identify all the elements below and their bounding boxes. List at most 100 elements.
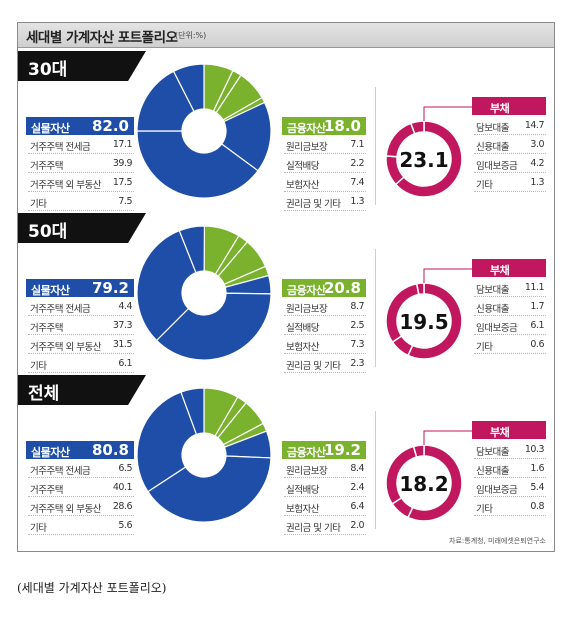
- financial-asset-row: 원리금보장 8.4: [284, 462, 366, 478]
- debt-item-label: 담보대출: [476, 123, 509, 134]
- financial-assets-total: 18.0: [323, 117, 361, 135]
- real-assets-label: 실물자산: [31, 446, 70, 459]
- real-asset-item-value: 17.1: [112, 139, 133, 150]
- real-asset-item-value: 17.5: [112, 177, 133, 188]
- debt-label: 부채: [490, 426, 510, 439]
- real-asset-row: 거주주택 전세금 4.4: [28, 300, 134, 316]
- debt-item-value: 10.3: [524, 444, 545, 455]
- financial-asset-item-label: 보험자산: [286, 180, 319, 191]
- financial-asset-item-value: 2.3: [350, 358, 364, 369]
- real-asset-item-label: 기타: [30, 199, 47, 210]
- financial-asset-row: 원리금보장 8.7: [284, 300, 366, 316]
- financial-asset-item-value: 2.4: [350, 482, 364, 493]
- donut-hole: [182, 271, 226, 315]
- debt-box: 부채: [472, 97, 546, 115]
- financial-assets-box: 금융자산 19.2: [282, 441, 366, 459]
- real-asset-item-value: 28.6: [112, 501, 133, 512]
- real-asset-item-value: 6.1: [118, 358, 132, 369]
- financial-asset-item-label: 보험자산: [286, 342, 319, 353]
- financial-asset-item-value: 1.3: [350, 196, 364, 207]
- financial-asset-row: 실적배당 2.4: [284, 481, 366, 497]
- financial-asset-row: 실적배당 2.5: [284, 319, 366, 335]
- financial-asset-row: 권리금 및 기타 2.3: [284, 357, 366, 373]
- real-asset-row: 거주주택 전세금 6.5: [28, 462, 134, 478]
- financial-asset-row: 보험자산 6.4: [284, 500, 366, 516]
- figure-caption: (세대별 가계자산 포트폴리오): [17, 581, 167, 595]
- column-divider: [375, 249, 376, 367]
- debt-item-label: 임대보증금: [476, 323, 518, 334]
- financial-asset-row: 보험자산 7.3: [284, 338, 366, 354]
- real-asset-row: 거주주택 외 부동산 31.5: [28, 338, 134, 354]
- financial-asset-item-value: 8.4: [350, 463, 364, 474]
- financial-asset-item-value: 2.0: [350, 520, 364, 531]
- debt-row: 임대보증금 5.4: [474, 481, 546, 497]
- real-asset-item-label: 거주주택: [30, 323, 63, 334]
- real-assets-label: 실물자산: [31, 284, 70, 297]
- column-divider: [375, 411, 376, 529]
- real-assets-total: 80.8: [91, 441, 129, 459]
- financial-asset-item-label: 권리금 및 기타: [286, 361, 341, 372]
- real-asset-item-label: 거주주택 외 부동산: [30, 504, 101, 515]
- real-asset-item-label: 거주주택 전세금: [30, 142, 91, 153]
- column-divider: [375, 87, 376, 205]
- real-asset-item-label: 거주주택: [30, 161, 63, 172]
- financial-asset-item-label: 원리금보장: [286, 142, 328, 153]
- debt-row: 기타 0.8: [474, 500, 546, 516]
- donut-hole: [182, 433, 226, 477]
- real-asset-row: 거주주택 외 부동산 17.5: [28, 176, 134, 192]
- debt-label: 부채: [490, 264, 510, 277]
- financial-asset-item-value: 6.4: [350, 501, 364, 512]
- real-asset-row: 거주주택 39.9: [28, 157, 134, 173]
- real-asset-item-value: 4.4: [118, 301, 132, 312]
- asset-donut-chart: [136, 387, 272, 523]
- financial-asset-item-label: 보험자산: [286, 504, 319, 515]
- debt-item-label: 담보대출: [476, 285, 509, 296]
- real-asset-item-label: 거주주택: [30, 485, 63, 496]
- real-assets-label: 실물자산: [31, 122, 70, 135]
- financial-assets-label: 금융자산: [287, 284, 326, 297]
- debt-total-label: 23.1: [399, 148, 448, 172]
- title-bar: 세대별 가계자산 포트폴리오 (단위:%): [18, 23, 554, 48]
- financial-asset-row: 권리금 및 기타 2.0: [284, 519, 366, 535]
- financial-assets-label: 금융자산: [287, 446, 326, 459]
- real-asset-item-label: 기타: [30, 361, 47, 372]
- real-asset-row: 기타 5.6: [28, 519, 134, 535]
- financial-asset-item-label: 실적배당: [286, 161, 319, 172]
- debt-item-label: 기타: [476, 342, 493, 353]
- debt-row: 임대보증금 6.1: [474, 319, 546, 335]
- financial-asset-item-label: 권리금 및 기타: [286, 199, 341, 210]
- financial-asset-item-label: 원리금보장: [286, 304, 328, 315]
- age-group-label: 전체: [18, 375, 146, 405]
- financial-assets-box: 금융자산 20.8: [282, 279, 366, 297]
- debt-item-value: 11.1: [524, 282, 545, 293]
- debt-row: 신용대출 3.0: [474, 138, 546, 154]
- financial-asset-item-label: 실적배당: [286, 323, 319, 334]
- financial-asset-row: 권리금 및 기타 1.3: [284, 195, 366, 211]
- real-asset-row: 거주주택 40.1: [28, 481, 134, 497]
- asset-donut-chart: [136, 63, 272, 199]
- infographic-frame: 세대별 가계자산 포트폴리오 (단위:%) 30대 실물자산 82.0 거주주택 전세…: [17, 22, 555, 552]
- section-1: 50대 실물자산 79.2 거주주택 전세금 4.4 거주주택 37.3 거주주택 외 부동산…: [18, 213, 554, 373]
- debt-row: 담보대출 14.7: [474, 119, 546, 135]
- financial-asset-item-value: 2.2: [350, 158, 364, 169]
- real-assets-total: 82.0: [91, 117, 129, 135]
- debt-item-label: 신용대출: [476, 304, 509, 315]
- debt-item-value: 4.2: [530, 158, 544, 169]
- financial-asset-item-value: 8.7: [350, 301, 364, 312]
- debt-item-value: 3.0: [530, 139, 544, 150]
- debt-ring-chart: 19.5: [385, 268, 472, 360]
- real-asset-row: 거주주택 37.3: [28, 319, 134, 335]
- debt-item-value: 5.4: [530, 482, 544, 493]
- debt-item-value: 14.7: [524, 120, 545, 131]
- real-assets-box: 실물자산 79.2: [26, 279, 134, 297]
- real-asset-row: 거주주택 외 부동산 28.6: [28, 500, 134, 516]
- debt-slice: [415, 282, 425, 296]
- real-asset-item-label: 거주주택 전세금: [30, 466, 91, 477]
- age-group-text: 30대: [28, 60, 68, 80]
- debt-box: 부채: [472, 259, 546, 277]
- real-asset-item-value: 6.5: [118, 463, 132, 474]
- unit-label: (단위:%): [175, 31, 207, 40]
- debt-item-value: 1.7: [530, 301, 544, 312]
- debt-row: 담보대출 11.1: [474, 281, 546, 297]
